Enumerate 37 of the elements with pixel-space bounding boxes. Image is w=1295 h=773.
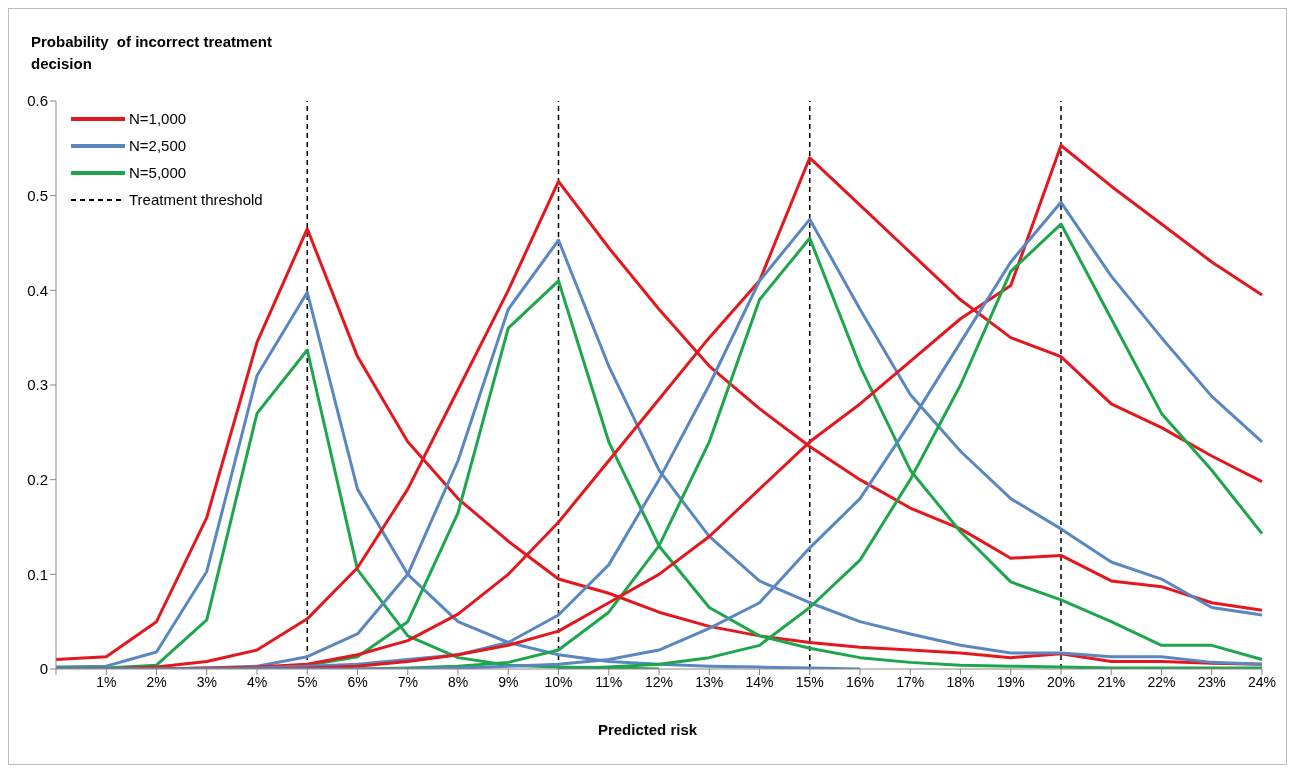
x-tick-label: 24% [1247,673,1277,690]
x-tick-label: 9% [498,673,519,690]
y-tick-label: 0.6 [27,92,48,110]
y-tick-label: 0.3 [27,376,48,394]
x-tick-label: 18% [946,673,975,690]
x-tick-label: 14% [745,673,774,690]
y-tick-label: 0.4 [27,281,48,299]
legend-label: N=2,500 [129,136,187,156]
y-tick-label: 0.5 [27,186,48,204]
x-tick-label: 4% [246,673,268,690]
x-tick-label: 23% [1197,673,1226,690]
x-tick-label: 8% [447,673,469,690]
x-tick-label: 10% [544,673,573,690]
x-tick-label: 12% [644,673,674,690]
x-tick-label: 22% [1147,673,1176,690]
x-axis-title: Predicted risk [596,721,699,738]
x-tick-label: 21% [1097,673,1126,690]
y-tick-label: 0 [39,660,48,678]
legend-label: N=5,000 [129,163,187,183]
ref-line-label: Treatment threshold [129,190,263,210]
x-tick-label: 11% [595,673,623,690]
x-tick-label: 6% [347,673,368,690]
x-tick-label: 5% [297,673,318,690]
x-tick-label: 17% [896,673,925,690]
x-tick-label: 19% [996,673,1025,690]
y-axis-title: Probability of incorrect treatment decision [31,32,273,74]
x-tick-label: 7% [397,673,418,690]
y-tick-label: 0.2 [27,470,48,488]
x-tick-label: 16% [845,673,875,690]
y-tick-label: 0.1 [27,565,48,583]
x-tick-label: 20% [1046,673,1076,690]
legend-label: N=1,000 [129,109,187,129]
x-tick-label: 13% [695,673,724,690]
x-tick-label: 15% [795,673,824,690]
x-tick-label: 3% [196,673,217,690]
x-tick-label: 1% [96,673,117,690]
x-tick-label: 2% [146,673,167,690]
